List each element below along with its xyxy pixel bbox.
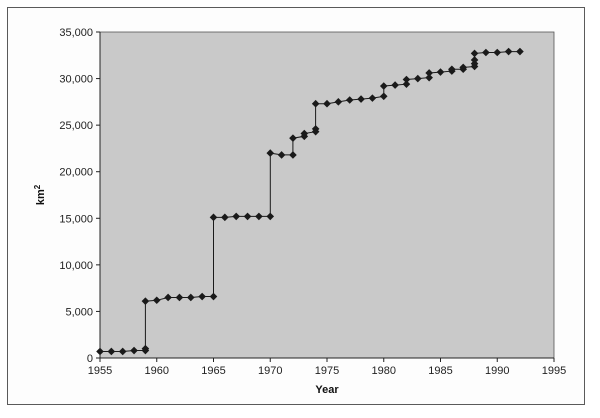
data-point	[221, 213, 229, 222]
data-point	[96, 347, 104, 356]
data-point	[141, 297, 150, 305]
x-tick-label: 1975	[315, 365, 339, 377]
y-tick-label: 10,000	[59, 260, 93, 272]
data-point	[459, 63, 467, 72]
x-tick-label: 1960	[145, 365, 169, 377]
data-point	[141, 344, 150, 353]
data-point	[425, 69, 433, 77]
x-tick-label: 1980	[372, 365, 396, 377]
data-point	[209, 292, 218, 301]
data-point	[414, 74, 422, 83]
x-tick-label: 1985	[428, 365, 452, 377]
data-point	[152, 296, 161, 305]
data-point	[130, 346, 138, 355]
data-point	[402, 75, 411, 84]
y-axis-title-base: km	[35, 189, 47, 205]
data-point	[255, 212, 263, 221]
data-point	[198, 292, 206, 301]
data-point	[311, 125, 320, 133]
x-tick-label: 1970	[258, 365, 282, 377]
data-point	[323, 99, 331, 108]
data-point	[470, 49, 479, 58]
data-point	[277, 151, 286, 159]
data-point	[402, 80, 411, 88]
data-point	[470, 56, 479, 64]
y-tick-label: 20,000	[59, 167, 93, 179]
data-point	[357, 95, 365, 103]
y-tick-label: 25,000	[59, 120, 93, 132]
data-point	[300, 129, 309, 138]
data-point	[391, 81, 399, 89]
data-point	[311, 99, 320, 108]
x-tick-label: 1995	[542, 365, 566, 377]
y-axis-title: km2	[33, 184, 47, 205]
y-tick-label: 5,000	[65, 306, 93, 318]
data-point	[516, 47, 524, 56]
tick-labels: 0 5,000 10,000 15,000 20,000 25,000 30,000 35,0…	[59, 27, 566, 377]
data-point	[436, 68, 445, 76]
data-point	[425, 73, 433, 82]
data-point	[209, 213, 218, 222]
y-tick-label: 0	[87, 353, 93, 365]
data-point	[118, 347, 127, 356]
x-axis-title: Year	[315, 384, 339, 396]
data-point	[289, 151, 297, 159]
y-tick-label: 30,000	[59, 74, 93, 86]
data-point	[266, 149, 275, 157]
data-point	[379, 92, 388, 101]
plot-area	[99, 31, 555, 359]
x-tick-label: 1965	[201, 365, 225, 377]
data-point	[379, 82, 388, 90]
y-axis-title-superscript: 2	[33, 184, 42, 189]
data-point	[107, 347, 116, 356]
y-tick-label: 15,000	[59, 213, 93, 225]
data-point	[187, 293, 195, 302]
data-point	[345, 96, 354, 104]
data-point	[368, 94, 377, 102]
axes	[96, 31, 555, 362]
data-point	[482, 48, 490, 57]
y-tick-label: 35,000	[59, 27, 93, 39]
data-point	[266, 212, 275, 221]
data-point	[289, 134, 297, 142]
x-tick-label: 1955	[88, 365, 112, 377]
x-tick-label: 1990	[485, 365, 509, 377]
data-markers	[96, 47, 524, 356]
data-point	[334, 98, 343, 106]
data-point	[164, 293, 172, 302]
data-point	[243, 212, 252, 221]
data-point	[493, 48, 502, 57]
data-point	[175, 293, 184, 302]
data-point	[504, 47, 513, 56]
data-point	[448, 65, 456, 74]
data-point	[232, 212, 240, 221]
